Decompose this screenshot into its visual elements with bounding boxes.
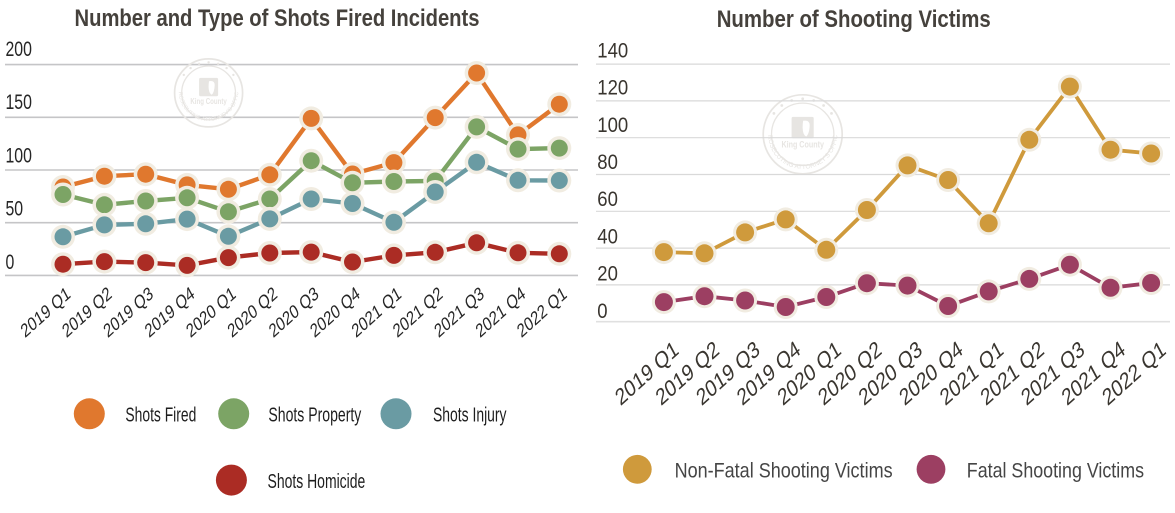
svg-text:0: 0 (6, 251, 15, 274)
svg-text:150: 150 (6, 91, 32, 114)
svg-text:20: 20 (597, 263, 618, 286)
svg-text:200: 200 (6, 38, 32, 61)
svg-text:40: 40 (597, 225, 618, 248)
svg-text:Shots Homicide: Shots Homicide (268, 470, 366, 493)
svg-text:0: 0 (597, 300, 607, 323)
svg-text:120: 120 (597, 77, 628, 100)
svg-text:Non-Fatal Shooting Victims: Non-Fatal Shooting Victims (675, 460, 893, 483)
svg-text:King County: King County (781, 139, 824, 149)
svg-text:50: 50 (6, 198, 24, 221)
svg-text:Number and Type of Shots Fired: Number and Type of Shots Fired Incidents (75, 5, 480, 32)
svg-text:80: 80 (597, 151, 618, 174)
svg-text:Shots Injury: Shots Injury (433, 404, 507, 427)
svg-text:King County: King County (190, 97, 227, 106)
svg-text:Number of Shooting Victims: Number of Shooting Victims (717, 6, 991, 33)
svg-text:140: 140 (597, 39, 628, 62)
svg-text:Shots Property: Shots Property (268, 404, 361, 427)
svg-text:Shots Fired: Shots Fired (125, 404, 196, 427)
svg-text:Fatal Shooting Victims: Fatal Shooting Victims (967, 460, 1144, 483)
svg-text:100: 100 (6, 144, 32, 167)
svg-text:100: 100 (597, 114, 628, 137)
svg-text:60: 60 (597, 188, 618, 211)
